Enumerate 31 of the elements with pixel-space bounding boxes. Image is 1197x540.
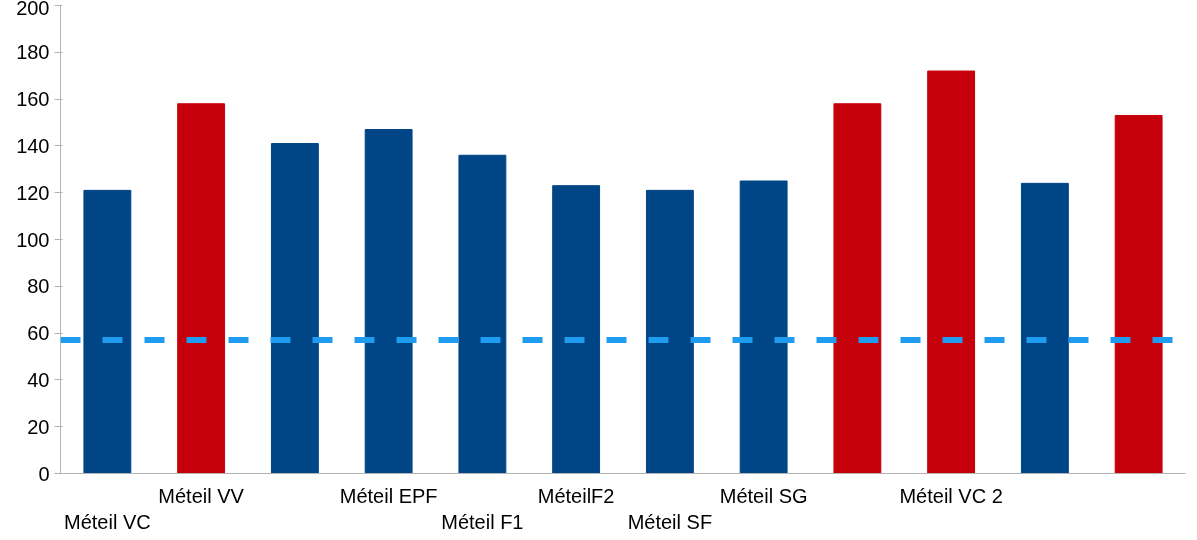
bar [1114, 114, 1163, 474]
x-tick-label: Méteil SG [719, 484, 808, 507]
y-tick-label: 40 [27, 368, 50, 391]
x-tick-label: Méteil VV [158, 484, 245, 507]
y-tick-label: 60 [27, 322, 50, 345]
x-tick-label: Méteil SF [627, 510, 713, 533]
x-tick-label: Méteil EPF [339, 484, 438, 507]
y-tick-label: 160 [16, 88, 50, 111]
x-tick-label: MéteilF2 [537, 484, 615, 507]
bar [927, 70, 976, 474]
y-tick-label: 0 [38, 462, 50, 485]
bar [645, 189, 694, 474]
bar [364, 129, 413, 474]
x-tick-label: Méteil VC [64, 510, 151, 533]
bar [270, 143, 319, 474]
bar [83, 189, 132, 474]
bar [739, 180, 788, 474]
bar [1020, 182, 1069, 474]
y-tick-label: 200 [16, 0, 50, 19]
bar [458, 154, 507, 474]
y-tick-label: 20 [27, 415, 50, 438]
y-tick-label: 140 [16, 134, 50, 157]
bar [552, 185, 601, 474]
bar [833, 103, 882, 474]
x-tick-label: Méteil F1 [441, 510, 524, 533]
y-tick-label: 100 [16, 228, 50, 251]
y-tick-label: 180 [16, 41, 50, 64]
bar [177, 103, 226, 474]
x-tick-label: Méteil VC 2 [899, 484, 1003, 507]
y-tick-label: 120 [16, 181, 50, 204]
y-tick-label: 80 [27, 275, 50, 298]
